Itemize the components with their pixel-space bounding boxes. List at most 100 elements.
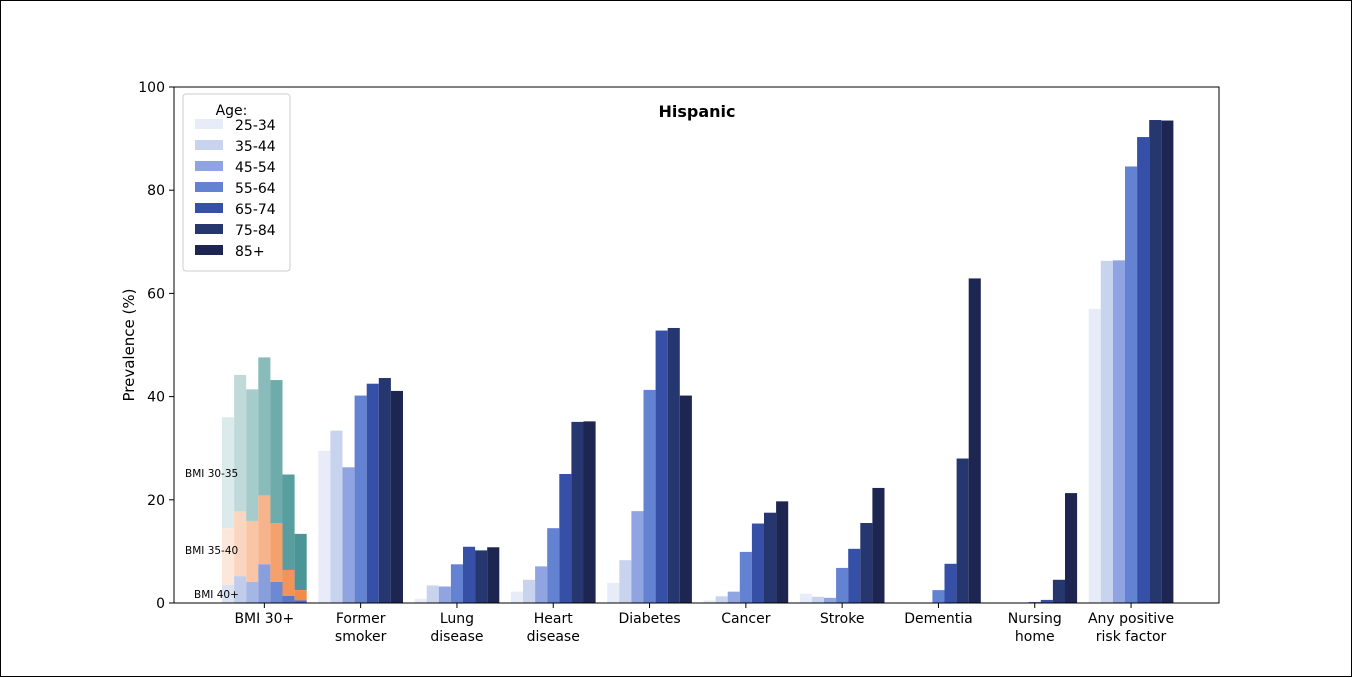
bar: [523, 579, 536, 603]
x-tick-label-line: BMI 30+: [234, 611, 294, 627]
bar-bmi-40-plus: [294, 600, 307, 603]
bar: [727, 591, 740, 603]
x-tick-label-line: disease: [430, 629, 483, 645]
bar: [872, 487, 885, 603]
bar: [776, 501, 789, 603]
bar: [643, 389, 656, 603]
bar: [655, 330, 668, 603]
bar-bmi-40-plus: [246, 581, 259, 603]
bar: [703, 600, 716, 603]
bar: [836, 567, 849, 603]
bar: [968, 278, 981, 603]
bar: [607, 582, 620, 603]
x-tick-label-line: risk factor: [1096, 629, 1167, 645]
bar: [751, 523, 764, 603]
legend-entry: 85+: [235, 244, 265, 260]
bar: [1040, 599, 1053, 603]
bar-bmi-35-40: [234, 511, 247, 577]
y-tick-label: 80: [147, 183, 165, 199]
bar: [1065, 493, 1078, 603]
bar: [330, 430, 343, 603]
legend-swatch: [195, 140, 223, 150]
legend-title: Age:: [216, 103, 248, 119]
bar-bmi-40-plus: [222, 584, 235, 603]
x-axis: BMI 30+ Former smoker Lung disease Heart disea…: [234, 603, 1174, 645]
bar: [414, 598, 427, 603]
bar: [583, 421, 596, 603]
bar: [848, 548, 861, 603]
bar: [619, 560, 632, 603]
legend-swatch: [195, 119, 223, 129]
bar: [631, 511, 644, 603]
bars-group: [222, 120, 1174, 604]
legend-swatch: [195, 161, 223, 171]
legend-swatch: [195, 224, 223, 234]
y-tick-label: 60: [147, 286, 165, 302]
x-tick-label-line: Heart: [534, 611, 573, 627]
legend-entry: 75-84: [235, 223, 276, 239]
y-tick-label: 100: [138, 80, 165, 96]
bar: [1161, 120, 1174, 603]
bar: [378, 378, 391, 603]
bar: [366, 383, 379, 603]
bar: [679, 395, 692, 603]
legend-entry: 65-74: [235, 202, 276, 218]
bar-bmi-35-40: [282, 569, 295, 596]
bar: [450, 564, 463, 603]
bar-bmi-35-40: [294, 590, 307, 601]
y-tick-label: 40: [147, 390, 165, 406]
bar: [318, 450, 331, 603]
legend-entry: 35-44: [235, 139, 276, 155]
x-tick-label: Diabetes: [618, 611, 680, 627]
y-tick-label: 0: [156, 596, 165, 612]
bar: [547, 528, 560, 603]
bmi-subcategory-label: BMI 40+: [194, 589, 239, 601]
x-tick-label-line: Stroke: [820, 611, 865, 627]
bar: [487, 547, 500, 603]
bar: [667, 327, 680, 603]
legend-entry: 25-34: [235, 118, 276, 134]
bar: [739, 551, 752, 603]
bar: [1125, 166, 1138, 604]
bar-bmi-30-35: [294, 533, 307, 591]
x-tick-label: Heart disease: [527, 611, 580, 645]
x-tick-label-line: Dementia: [904, 611, 972, 627]
bar-bmi-35-40: [246, 520, 259, 582]
legend-swatch: [195, 245, 223, 255]
bar: [559, 474, 572, 603]
x-tick-label-line: Former: [336, 611, 386, 627]
legend-swatch: [195, 182, 223, 192]
x-tick-label: Lung disease: [430, 611, 483, 645]
bar-bmi-30-35: [270, 380, 283, 524]
x-tick-label-line: home: [1015, 629, 1055, 645]
bar: [390, 390, 403, 603]
bar: [1100, 260, 1113, 603]
bar: [956, 458, 969, 603]
bar: [463, 546, 476, 603]
bar: [1137, 137, 1150, 603]
bar: [944, 563, 957, 603]
bar-bmi-35-40: [222, 528, 235, 585]
bar-bmi-40-plus: [234, 576, 247, 603]
legend: Age:25-34 35-44 45-54 55-64 65-74 75-84 85+: [182, 93, 291, 272]
bar-bmi-30-35: [234, 374, 247, 512]
bmi-subcategory-label: BMI 35-40: [185, 545, 238, 557]
bar: [438, 586, 451, 603]
x-tick-label-line: Diabetes: [618, 611, 680, 627]
legend-swatch: [195, 203, 223, 213]
y-tick-label: 20: [147, 493, 165, 509]
x-tick-label-line: Cancer: [721, 611, 771, 627]
bar-bmi-30-35: [246, 389, 259, 521]
bar-bmi-30-35: [222, 417, 235, 529]
bar: [824, 597, 837, 603]
bar: [1112, 260, 1125, 603]
x-tick-label: Stroke: [820, 611, 865, 627]
bar-bmi-40-plus: [258, 564, 271, 603]
x-tick-label-line: smoker: [335, 629, 387, 645]
bar-bmi-35-40: [258, 495, 271, 565]
bmi-subcategory-label: BMI 30-35: [185, 468, 238, 480]
bar-bmi-35-40: [270, 523, 283, 582]
bar: [860, 523, 873, 603]
